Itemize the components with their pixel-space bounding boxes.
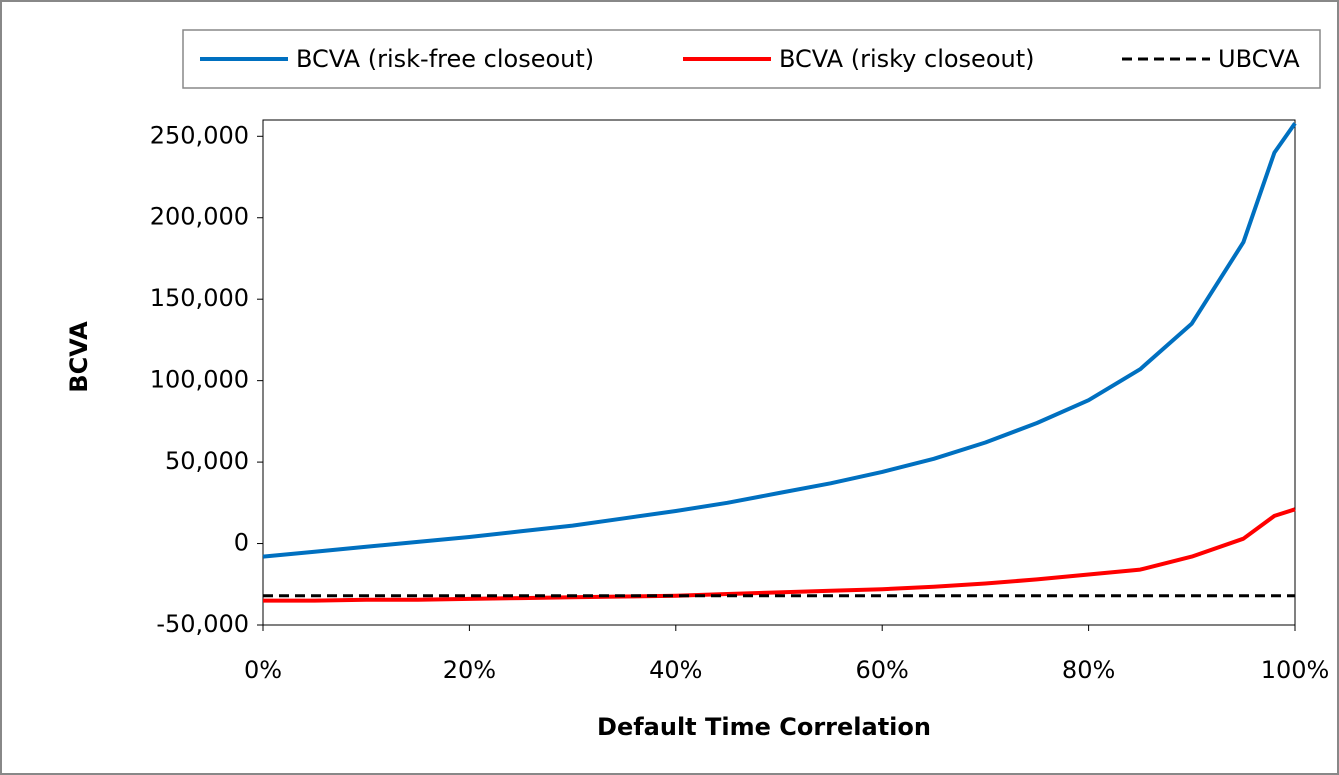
legend-label: BCVA (risky closeout) — [779, 45, 1035, 73]
y-tick-label: 250,000 — [150, 121, 249, 149]
y-tick-label: 50,000 — [165, 447, 249, 475]
y-tick-label: 150,000 — [150, 284, 249, 312]
x-tick-label: 20% — [443, 656, 496, 684]
series-line — [262, 122, 1297, 559]
y-tick-label: -50,000 — [156, 610, 249, 638]
x-tick-label: 100% — [1261, 656, 1330, 684]
y-tick-label: 200,000 — [150, 203, 249, 231]
legend-label: BCVA (risk-free closeout) — [296, 45, 594, 73]
x-tick-label: 60% — [856, 656, 909, 684]
x-tick-label: 0% — [244, 656, 282, 684]
y-tick-label: 100,000 — [150, 366, 249, 394]
x-tick-label: 80% — [1062, 656, 1115, 684]
plot-frame — [262, 119, 1296, 626]
legend-label: UBCVA — [1218, 45, 1300, 73]
x-tick-label: 40% — [649, 656, 702, 684]
x-axis-label: Default Time Correlation — [597, 713, 931, 741]
y-tick-label: 0 — [234, 529, 249, 557]
series-line — [263, 507, 1296, 603]
y-axis-label: BCVA — [65, 321, 93, 393]
